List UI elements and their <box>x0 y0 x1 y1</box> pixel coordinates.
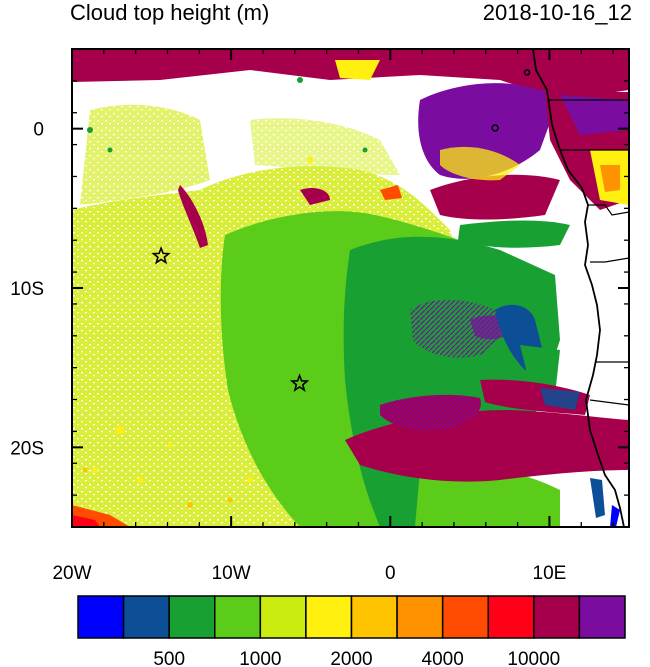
colorbar-label: 4000 <box>422 649 464 667</box>
cloud-field <box>72 49 629 527</box>
colorbar-swatch <box>396 595 444 639</box>
x-tick-label: 10W <box>212 563 251 584</box>
map-timestamp: 2018-10-16_12 <box>482 0 632 25</box>
colorbar-label: 10000 <box>507 649 560 667</box>
map-title: Cloud top height (m) <box>70 0 270 25</box>
y-tick-label: 0 <box>33 120 44 141</box>
colorbar-swatch <box>350 595 398 639</box>
colorbar-swatch <box>168 595 216 639</box>
y-tick-label: 10S <box>10 279 44 300</box>
colorbar-swatch <box>533 595 581 639</box>
axis-ticks: 20W 10W 0 10E 0 10S 20S <box>10 48 629 584</box>
star-marker <box>289 373 310 392</box>
colorbar-swatch <box>214 595 262 639</box>
colorbar-swatch <box>487 595 535 639</box>
colorbar-swatch <box>578 595 626 639</box>
x-tick-label: 0 <box>385 563 396 584</box>
colorbar-label: 2000 <box>330 649 372 667</box>
colorbar-label: 500 <box>153 649 185 667</box>
station-markers <box>151 245 310 392</box>
y-tick-label: 20S <box>10 438 44 459</box>
star-marker <box>151 245 171 265</box>
colorbar-swatch <box>122 595 170 639</box>
colorbar: 500 1000 2000 4000 10000 <box>77 595 626 667</box>
colorbar-swatch <box>441 595 489 639</box>
colorbar-label: 1000 <box>239 649 281 667</box>
x-tick-label: 10E <box>533 563 567 584</box>
colorbar-swatch <box>305 595 353 639</box>
colorbar-swatch <box>259 595 307 639</box>
x-tick-label: 20W <box>52 563 91 584</box>
colorbar-swatch <box>77 595 125 639</box>
coastline <box>491 49 629 527</box>
